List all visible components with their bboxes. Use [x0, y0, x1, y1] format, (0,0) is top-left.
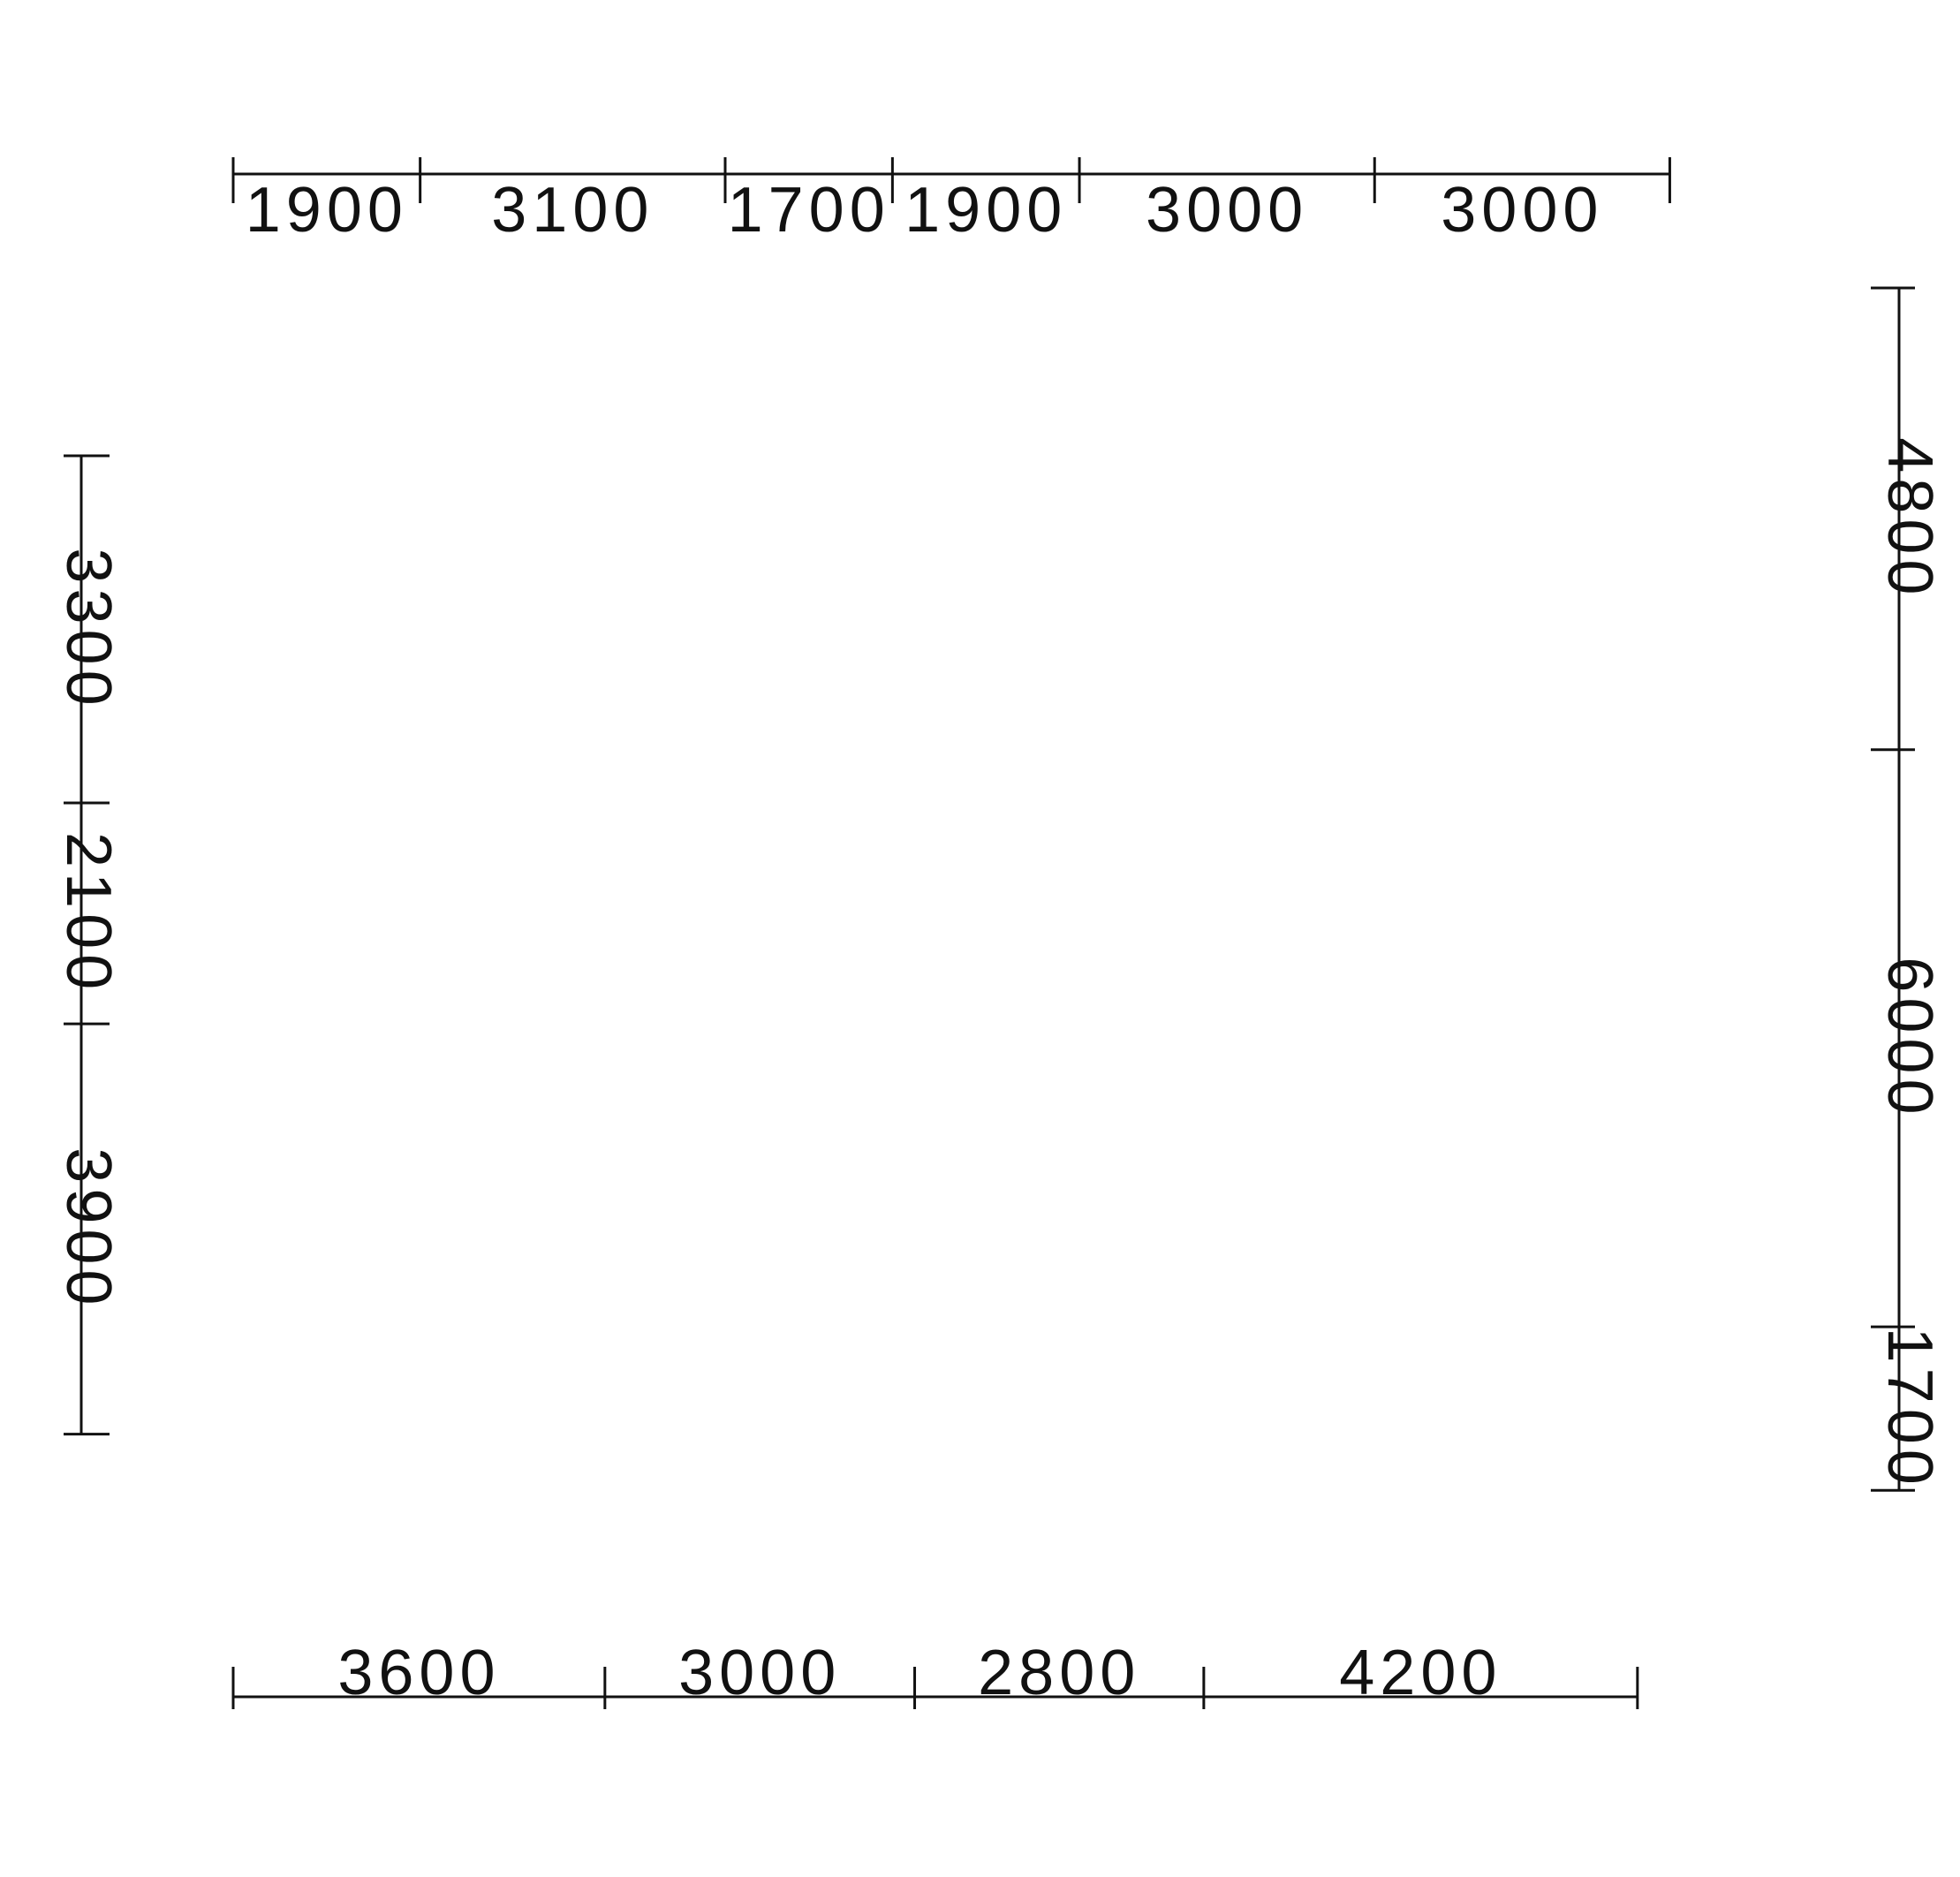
bottom-dimension-label: 2800 [978, 1638, 1140, 1708]
right-dimension-chain: 4800 6000 1700 [1871, 286, 1945, 1492]
left-dimension-label: 3300 [53, 548, 124, 710]
right-dimension-label: 6000 [1874, 957, 1945, 1119]
right-dimension-label: 4800 [1874, 437, 1945, 600]
top-dimension-label: 1900 [904, 175, 1067, 246]
top-dimension-label: 3000 [1441, 175, 1603, 246]
bottom-dimension-label: 4200 [1339, 1638, 1502, 1708]
top-dimension-label: 1900 [246, 175, 408, 246]
bottom-dimension-label: 3000 [678, 1638, 841, 1708]
left-dimension-label: 3900 [53, 1147, 124, 1310]
top-dimension-label: 1700 [728, 175, 890, 246]
bottom-dimension-label: 3600 [337, 1638, 500, 1708]
bottom-dimension-chain: 3600 3000 2800 4200 [231, 1638, 1639, 1709]
top-dimension-label: 3000 [1146, 175, 1308, 246]
top-dimension-chain: 1900 3100 1700 1900 3000 3000 [231, 157, 1671, 246]
right-dimension-label: 1700 [1874, 1328, 1945, 1490]
left-dimension-label: 2100 [53, 832, 124, 995]
top-dimension-label: 3100 [491, 175, 654, 246]
left-dimension-chain: 3300 2100 3900 [53, 454, 124, 1436]
